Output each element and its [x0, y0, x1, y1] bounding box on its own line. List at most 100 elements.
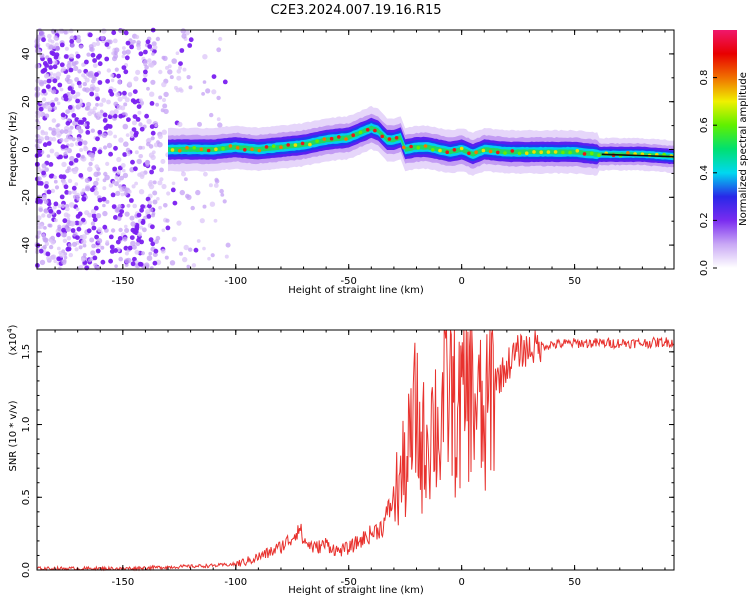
noise-dot: [36, 215, 42, 221]
noise-dot: [127, 92, 133, 97]
ridge-hotspot: [293, 143, 298, 147]
ridge-hotspot: [561, 150, 565, 155]
ridge-hotspot: [474, 150, 478, 154]
noise-dot: [136, 40, 141, 45]
noise-dot: [123, 102, 128, 107]
noise-dot: [65, 226, 71, 232]
noise-dot: [87, 32, 93, 38]
noise-dot: [75, 98, 80, 104]
noise-dot: [36, 176, 42, 182]
noise-dot: [66, 63, 72, 69]
noise-dot: [112, 38, 118, 44]
noise-dot: [165, 225, 171, 231]
noise-dot: [175, 51, 180, 55]
noise-dot: [177, 121, 183, 127]
noise-dot: [63, 151, 68, 156]
noise-dot: [205, 88, 211, 94]
noise-dot: [61, 161, 67, 168]
noise-dot: [219, 188, 224, 194]
noise-dot: [53, 259, 57, 264]
noise-dot: [146, 86, 150, 91]
noise-dot: [130, 159, 135, 165]
noise-dot: [86, 228, 92, 234]
noise-dot: [52, 64, 58, 70]
noise-dot: [108, 88, 113, 94]
y-tick-label: -20: [21, 189, 32, 205]
noise-dot: [166, 191, 171, 196]
noise-dot: [67, 127, 72, 133]
noise-dot: [161, 97, 167, 103]
noise-dot: [71, 185, 77, 191]
noise-dot: [64, 206, 70, 212]
ridge-hotspot: [539, 150, 543, 154]
ridge-hotspot: [170, 148, 175, 152]
noise-dot: [44, 63, 49, 68]
noise-dot: [140, 204, 146, 210]
noise-dot: [58, 174, 64, 180]
noise-dot: [154, 239, 159, 245]
noise-dot: [60, 144, 66, 150]
noise-dot: [57, 226, 62, 231]
noise-dot: [100, 36, 105, 41]
noise-dot: [37, 230, 42, 235]
noise-dot: [148, 237, 154, 243]
noise-dot: [75, 53, 81, 59]
snr-series-line: [36, 329, 674, 572]
noise-dot: [108, 258, 113, 264]
noise-dot: [176, 69, 182, 74]
noise-dot: [116, 73, 121, 79]
noise-dot: [124, 251, 129, 256]
noise-dot: [53, 106, 57, 111]
noise-dot: [102, 203, 106, 208]
noise-dot: [63, 96, 69, 102]
noise-dot: [93, 171, 99, 178]
noise-dot: [123, 30, 129, 36]
noise-dot: [207, 256, 211, 261]
ridge-hotspot: [590, 151, 594, 156]
noise-dot: [176, 75, 182, 81]
noise-dot: [48, 126, 52, 131]
noise-dot: [102, 224, 108, 230]
noise-dot: [118, 256, 123, 262]
ridge-hotspot: [214, 147, 218, 152]
noise-dot: [105, 78, 110, 84]
noise-dot: [211, 89, 217, 95]
noise-dot: [39, 259, 46, 266]
noise-dot: [86, 52, 91, 57]
noise-dot: [150, 241, 156, 247]
noise-dot: [91, 225, 97, 231]
noise-dot: [59, 129, 65, 134]
noise-dot: [42, 194, 48, 200]
noise-dot: [210, 253, 215, 258]
noise-dot: [94, 234, 99, 240]
noise-dot: [56, 232, 61, 238]
ridge-hotspot: [221, 146, 225, 151]
noise-dot: [81, 196, 87, 202]
noise-dot: [202, 80, 207, 84]
noise-dot: [163, 91, 169, 98]
noise-dot: [80, 257, 86, 262]
noise-dot: [95, 213, 102, 219]
noise-dot: [92, 63, 98, 68]
noise-dot: [97, 80, 103, 85]
noise-dot: [68, 252, 74, 258]
snr-ticks: -150 -100 -50 0 50 0.0 0.5 1.0 1.5: [21, 330, 674, 588]
noise-dot: [138, 122, 143, 127]
ridge-hotspot: [431, 148, 435, 152]
noise-dot: [157, 141, 163, 148]
noise-dot: [129, 235, 135, 241]
noise-dot: [48, 44, 54, 50]
noise-dot: [116, 169, 122, 175]
noise-dot: [43, 208, 48, 213]
ridge-hotspot: [496, 150, 500, 155]
x-tick-label: 50: [568, 276, 581, 287]
noise-dot: [123, 69, 129, 75]
spectrogram-panel: -150 -100 -50 0 50 -40 -20 0 20 40 Height of stra…: [8, 27, 675, 296]
noise-dot: [159, 177, 164, 182]
noise-dot: [122, 168, 126, 173]
ridge-hotspot: [235, 146, 240, 150]
noise-dot: [132, 244, 137, 250]
noise-dot: [137, 110, 142, 115]
ridge-hotspot: [322, 137, 327, 141]
noise-dot: [47, 223, 52, 228]
